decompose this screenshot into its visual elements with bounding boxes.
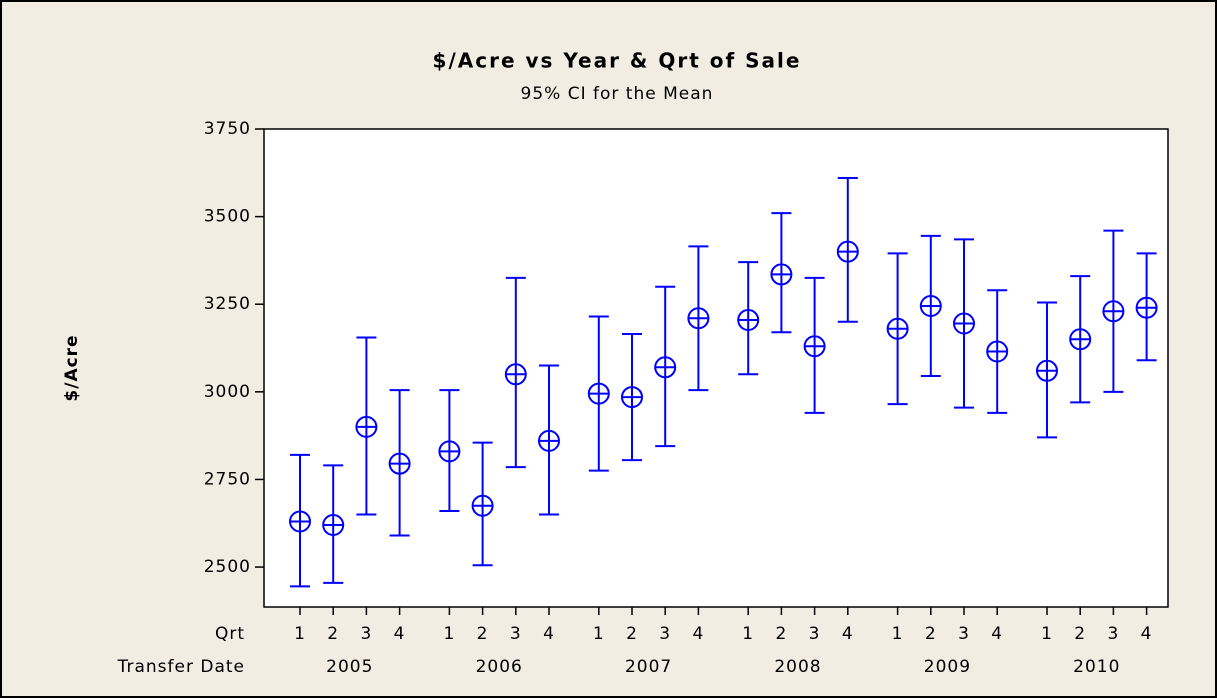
group-label: 2007 [625,657,672,677]
y-tick-label: 2750 [204,469,251,489]
x-tick-label: 2 [1074,624,1086,644]
x-tick-label: 2 [477,624,489,644]
mean-marker [986,340,1009,363]
x-tick-label: 2 [775,624,787,644]
y-tick-label: 3750 [204,119,251,139]
mean-marker [770,263,793,286]
x-tick-label: 4 [1141,624,1153,644]
x-tick-label: 4 [991,624,1003,644]
mean-marker [587,382,610,405]
mean-marker [621,386,643,409]
x-tick-label: 1 [742,624,754,644]
mean-marker [355,415,378,438]
mean-marker [438,440,461,463]
x-tick-label: 2 [626,624,638,644]
mean-marker [1069,328,1092,351]
mean-marker [953,312,975,335]
x-tick-label: 1 [1041,624,1053,644]
x-axis-label: Qrt [215,624,245,644]
mean-marker [836,240,859,263]
mean-marker [388,452,411,475]
x-axis-label: Transfer Date [117,657,245,677]
mean-marker [654,356,677,379]
mean-marker [538,429,560,452]
y-tick-label: 3500 [204,207,251,227]
x-tick-label: 4 [394,624,406,644]
x-tick-label: 3 [659,624,671,644]
x-tick-label: 3 [958,624,970,644]
group-label: 2010 [1073,657,1120,677]
mean-marker [1135,296,1158,319]
group-label: 2009 [924,657,971,677]
x-tick-label: 3 [1107,624,1119,644]
x-tick-label: 2 [925,624,937,644]
mean-marker [504,363,527,386]
x-tick-label: 4 [842,624,854,644]
mean-marker [322,513,345,536]
chart-subtitle: 95% CI for the Mean [521,84,714,104]
plot-area [263,128,1169,608]
mean-marker [471,494,494,517]
y-axis-label: $/Acre [62,334,82,401]
x-tick-label: 1 [892,624,904,644]
x-tick-label: 4 [692,624,704,644]
mean-marker [1102,300,1125,323]
x-tick-label: 1 [593,624,605,644]
mean-marker [687,307,710,330]
x-tick-label: 3 [809,624,821,644]
mean-marker [737,308,760,331]
mean-marker [1036,359,1058,382]
mean-marker [919,294,942,317]
group-label: 2008 [774,657,821,677]
chart-title: $/Acre vs Year & Qrt of Sale [433,49,802,73]
x-tick-label: 3 [510,624,522,644]
x-tick-label: 3 [360,624,372,644]
x-tick-label: 4 [543,624,555,644]
x-tick-label: 2 [327,624,339,644]
y-tick-label: 2500 [204,557,251,577]
y-tick-label: 3000 [204,382,251,402]
mean-marker [289,510,311,533]
y-tick-label: 3250 [204,294,251,314]
x-tick-label: 1 [294,624,306,644]
group-label: 2006 [476,657,523,677]
group-label: 2005 [326,657,373,677]
x-tick-label: 1 [443,624,455,644]
mean-marker [803,335,826,358]
mean-marker [886,317,909,340]
